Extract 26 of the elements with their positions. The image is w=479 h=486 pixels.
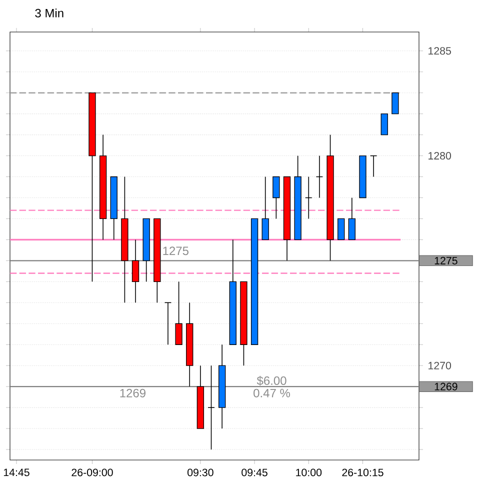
x-tick-label: 09:30	[188, 468, 214, 476]
ref-line-label: 1275	[434, 256, 458, 264]
annotation: 0.47 %	[254, 388, 290, 398]
x-tick-label: 09:45	[242, 468, 268, 476]
x-tick-label: 14:45	[4, 468, 30, 476]
candlestick	[392, 92, 399, 114]
annotation: 1275	[163, 246, 188, 256]
y-tick-label: 1270	[428, 362, 452, 370]
candlestick	[338, 218, 345, 240]
chart-title: 3 Min	[35, 8, 64, 18]
candlestick	[132, 239, 140, 304]
y-tick-label: 1280	[428, 152, 452, 160]
candlestick	[262, 176, 269, 240]
x-tick-label: 10:00	[296, 468, 322, 476]
x-tick-label: 26-10:15	[342, 468, 384, 476]
annotation: 1269	[120, 388, 146, 398]
ref-line-label: 1269	[434, 382, 458, 390]
candlestick	[348, 197, 356, 240]
x-tick-label: 26-09:00	[72, 468, 113, 476]
candlestick	[175, 281, 182, 346]
annotation: $6.00	[256, 376, 286, 386]
candlestick	[164, 302, 172, 346]
candlestick	[208, 365, 215, 450]
y-tick-label: 1285	[428, 47, 451, 55]
candlestick	[272, 176, 280, 220]
candlestick	[380, 113, 388, 136]
